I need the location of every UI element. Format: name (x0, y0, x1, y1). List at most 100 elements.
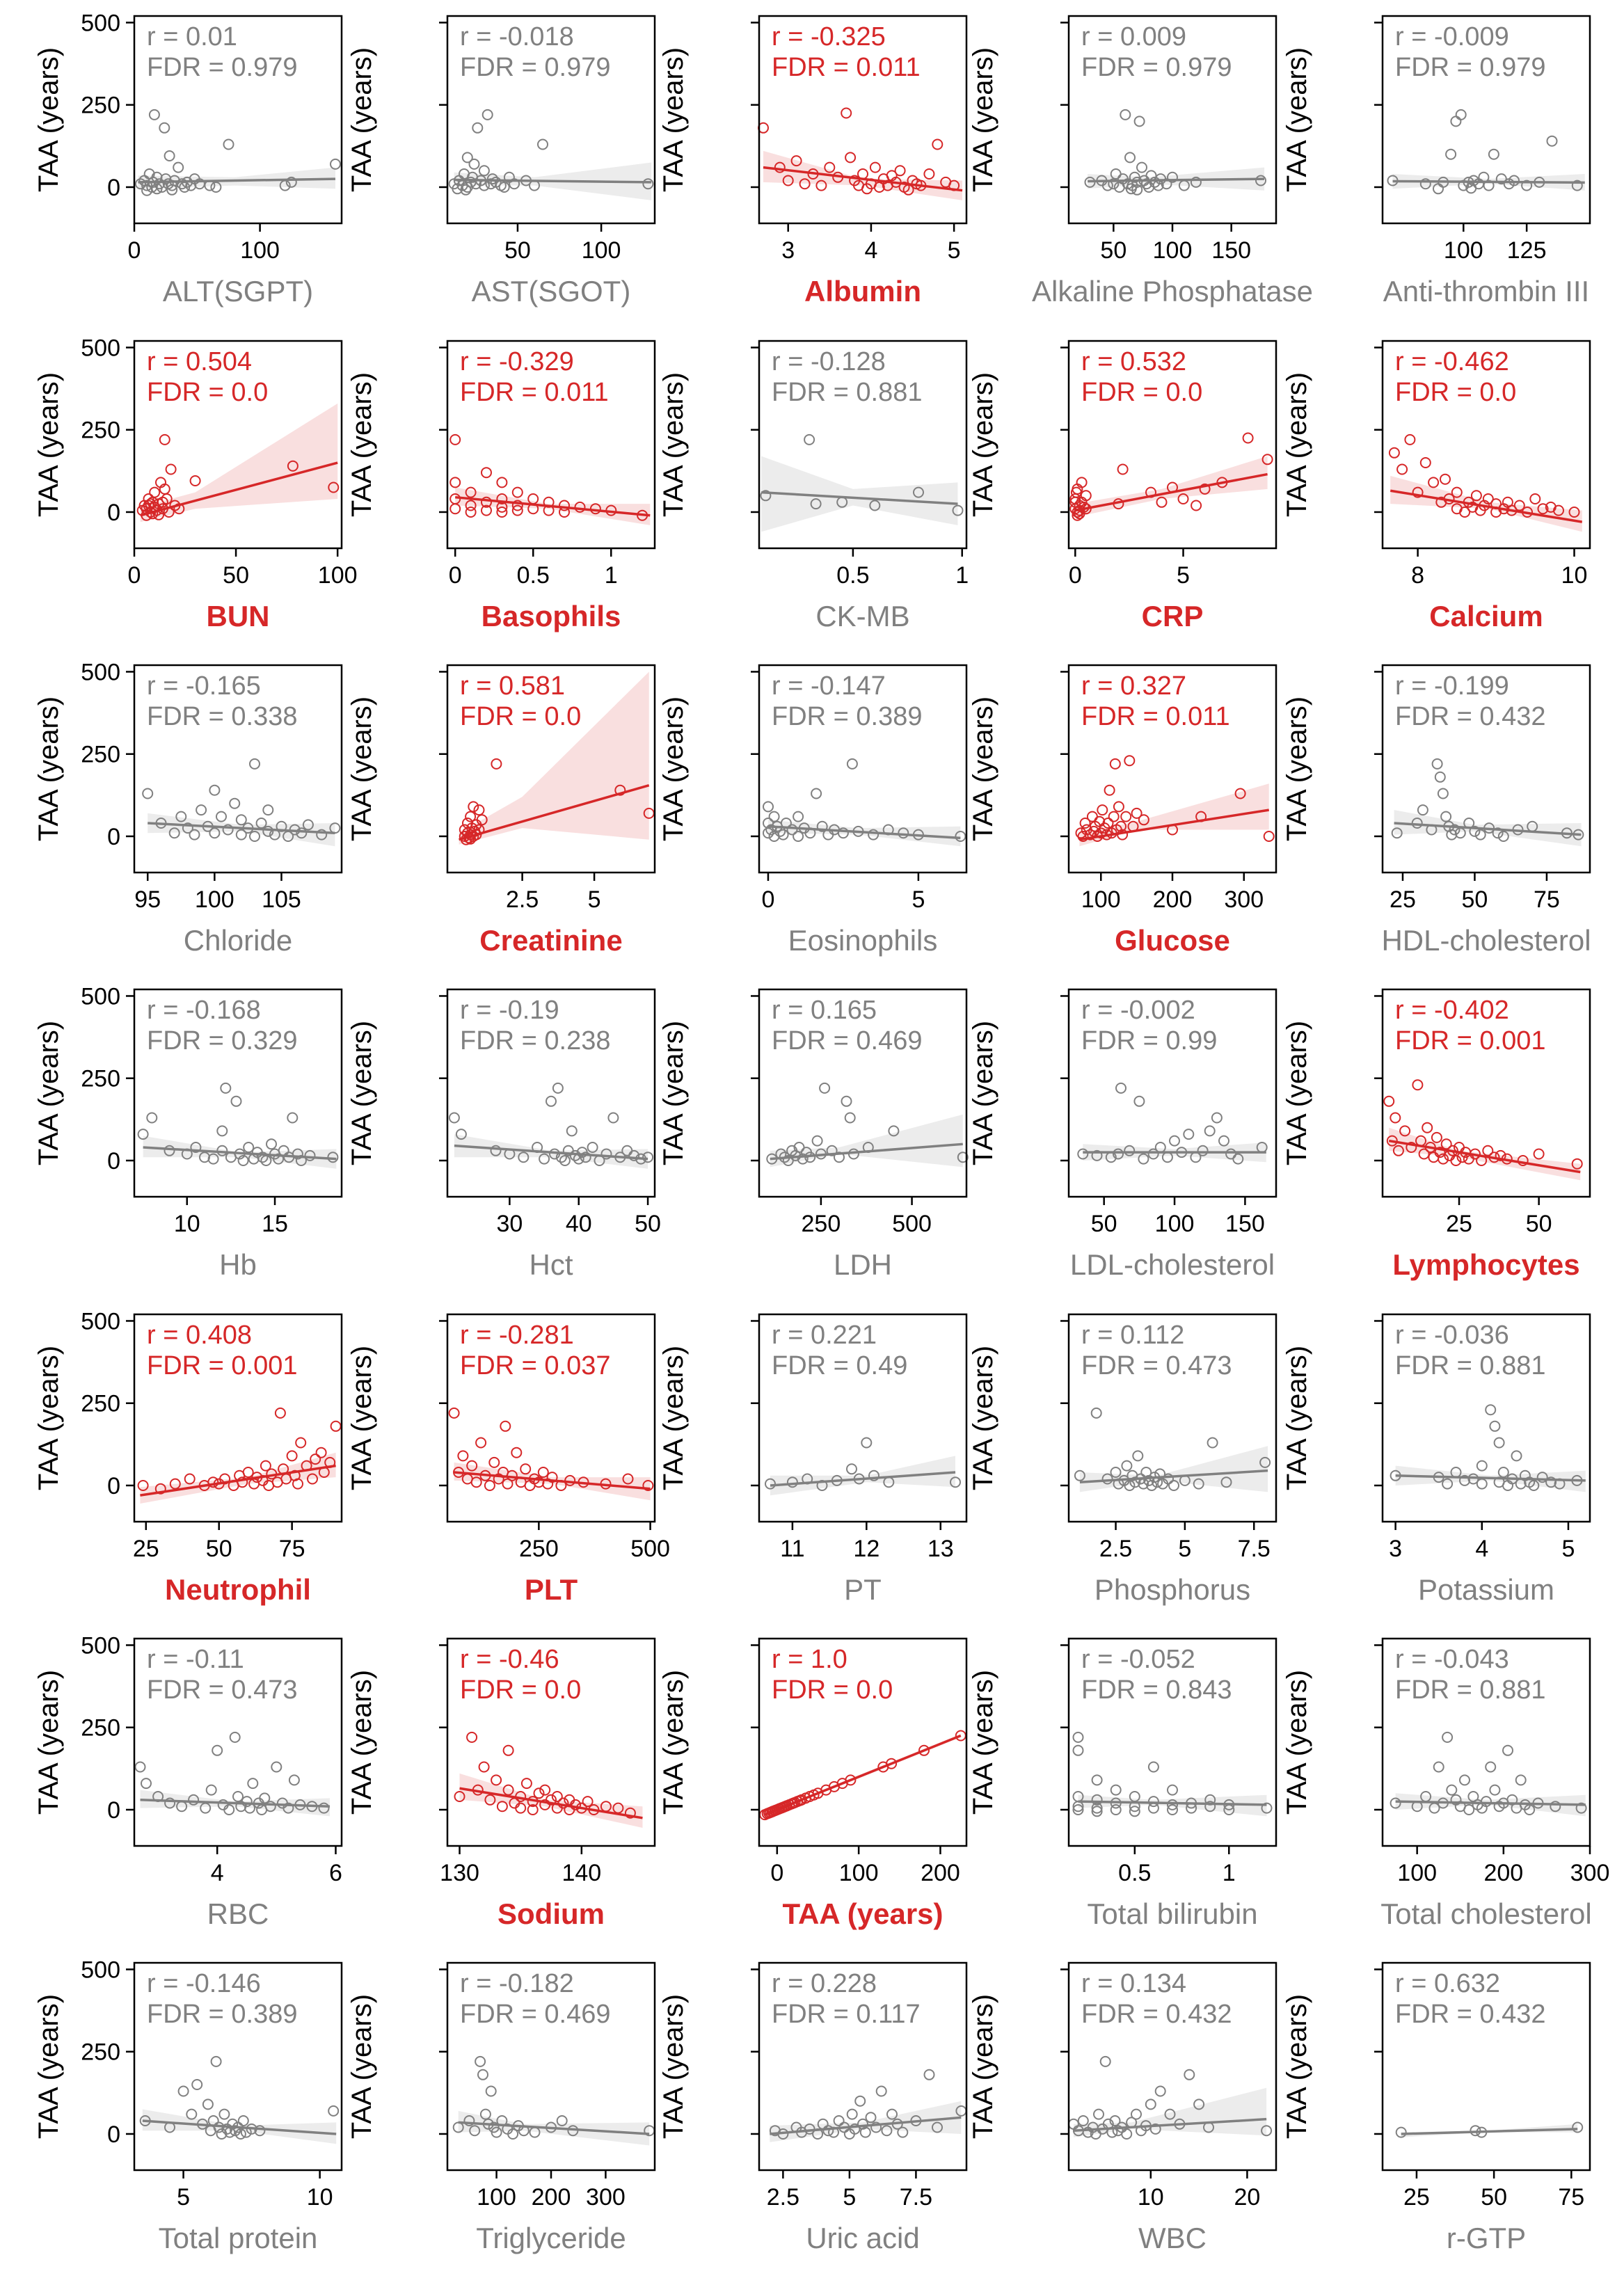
data-point (1167, 1784, 1178, 1796)
plot-frame (133, 340, 343, 550)
data-point (1164, 2108, 1176, 2120)
data-point (810, 498, 822, 510)
data-point (1488, 148, 1499, 160)
x-axis-label: Hb (219, 1248, 257, 1281)
data-point (841, 1095, 852, 1107)
data-point (642, 178, 654, 190)
x-tick-label: 25 (1446, 1211, 1472, 1237)
x-axis-label: Glucose (1115, 924, 1230, 957)
data-point (175, 811, 187, 822)
data-point (824, 161, 836, 173)
x-tick-label: 75 (1534, 886, 1560, 913)
data-point (520, 1778, 532, 1790)
data-point (502, 1784, 514, 1796)
data-point (854, 2095, 866, 2107)
x-axis-label: Creatinine (479, 924, 622, 957)
data-point (537, 138, 548, 150)
y-tick-label: 250 (81, 1715, 120, 1742)
data-point (511, 504, 523, 516)
data-point (1445, 148, 1457, 160)
data-point (465, 486, 477, 498)
y-tick-label: 0 (107, 2121, 120, 2148)
correlation-label: r = -0.19 (460, 996, 559, 1025)
regression-line (1395, 1800, 1586, 1806)
data-point (477, 2069, 488, 2080)
x-tick-label: 300 (1570, 1860, 1610, 1886)
data-point (235, 814, 247, 826)
data-point (237, 2115, 249, 2126)
data-point (1113, 801, 1124, 813)
fdr-label: FDR = 0.979 (1395, 53, 1546, 82)
data-point (223, 1804, 235, 1815)
y-axis-label: TAA (years) (33, 1994, 64, 2139)
x-axis-label: Chloride (184, 924, 292, 957)
y-axis-label: TAA (years) (347, 696, 377, 841)
fdr-label: FDR = 0.329 (147, 1026, 298, 1056)
data-point (488, 1456, 500, 1468)
x-axis-label: RBC (207, 1897, 269, 1930)
fdr-label: FDR = 0.99 (1081, 1026, 1217, 1056)
data-point (1553, 504, 1564, 516)
correlation-label: r = 0.532 (1081, 347, 1186, 376)
fdr-label: FDR = 0.0 (460, 702, 581, 731)
data-point (628, 1149, 640, 1161)
data-point (249, 758, 260, 770)
confidence-band (140, 1452, 336, 1504)
data-point (1434, 1147, 1446, 1158)
data-point (491, 758, 502, 770)
data-point (888, 1125, 900, 1137)
data-point (491, 2126, 502, 2138)
data-point (881, 2125, 893, 2137)
data-point (262, 804, 274, 816)
data-point (1431, 1131, 1442, 1143)
data-point (164, 1145, 175, 1156)
data-point (1101, 1473, 1113, 1485)
x-tick-label: 50 (1091, 1211, 1117, 1237)
regression-line (1074, 472, 1268, 512)
data-point (1533, 1148, 1545, 1160)
regression-line (455, 495, 651, 517)
x-tick-label: 1 (1223, 1860, 1236, 1886)
data-point (202, 2098, 214, 2110)
plot-frame (133, 15, 343, 225)
data-point (869, 500, 881, 511)
data-point (168, 827, 180, 839)
data-point (189, 829, 200, 841)
regression-line (1394, 822, 1582, 836)
data-point (498, 182, 510, 193)
data-point (465, 811, 477, 822)
y-axis-label: TAA (years) (1282, 1346, 1312, 1490)
data-point (846, 1463, 857, 1475)
data-point (209, 784, 221, 796)
plot-frame (133, 664, 343, 874)
data-point (886, 1758, 898, 1769)
x-tick-label: 50 (504, 237, 531, 264)
regression-line (458, 2121, 650, 2135)
y-axis-label: TAA (years) (658, 372, 689, 517)
data-point (141, 1778, 152, 1790)
data-point (1546, 135, 1558, 147)
x-tick-label: 5 (911, 886, 925, 913)
data-point (546, 1794, 557, 1806)
data-point (932, 2121, 943, 2133)
data-point (315, 1447, 327, 1458)
plot-frame (758, 340, 968, 550)
data-point (295, 1437, 307, 1449)
data-point (134, 1761, 146, 1773)
data-point (330, 158, 341, 170)
data-point (457, 1450, 469, 1462)
data-point (249, 831, 260, 842)
data-point (1154, 1468, 1166, 1480)
data-point (1459, 1774, 1470, 1786)
confidence-band (1075, 456, 1268, 518)
data-point (282, 1802, 294, 1814)
correlation-label: r = 0.165 (772, 996, 877, 1025)
data-point (1204, 1801, 1216, 1813)
data-point (1399, 1125, 1411, 1137)
data-point (574, 501, 586, 513)
